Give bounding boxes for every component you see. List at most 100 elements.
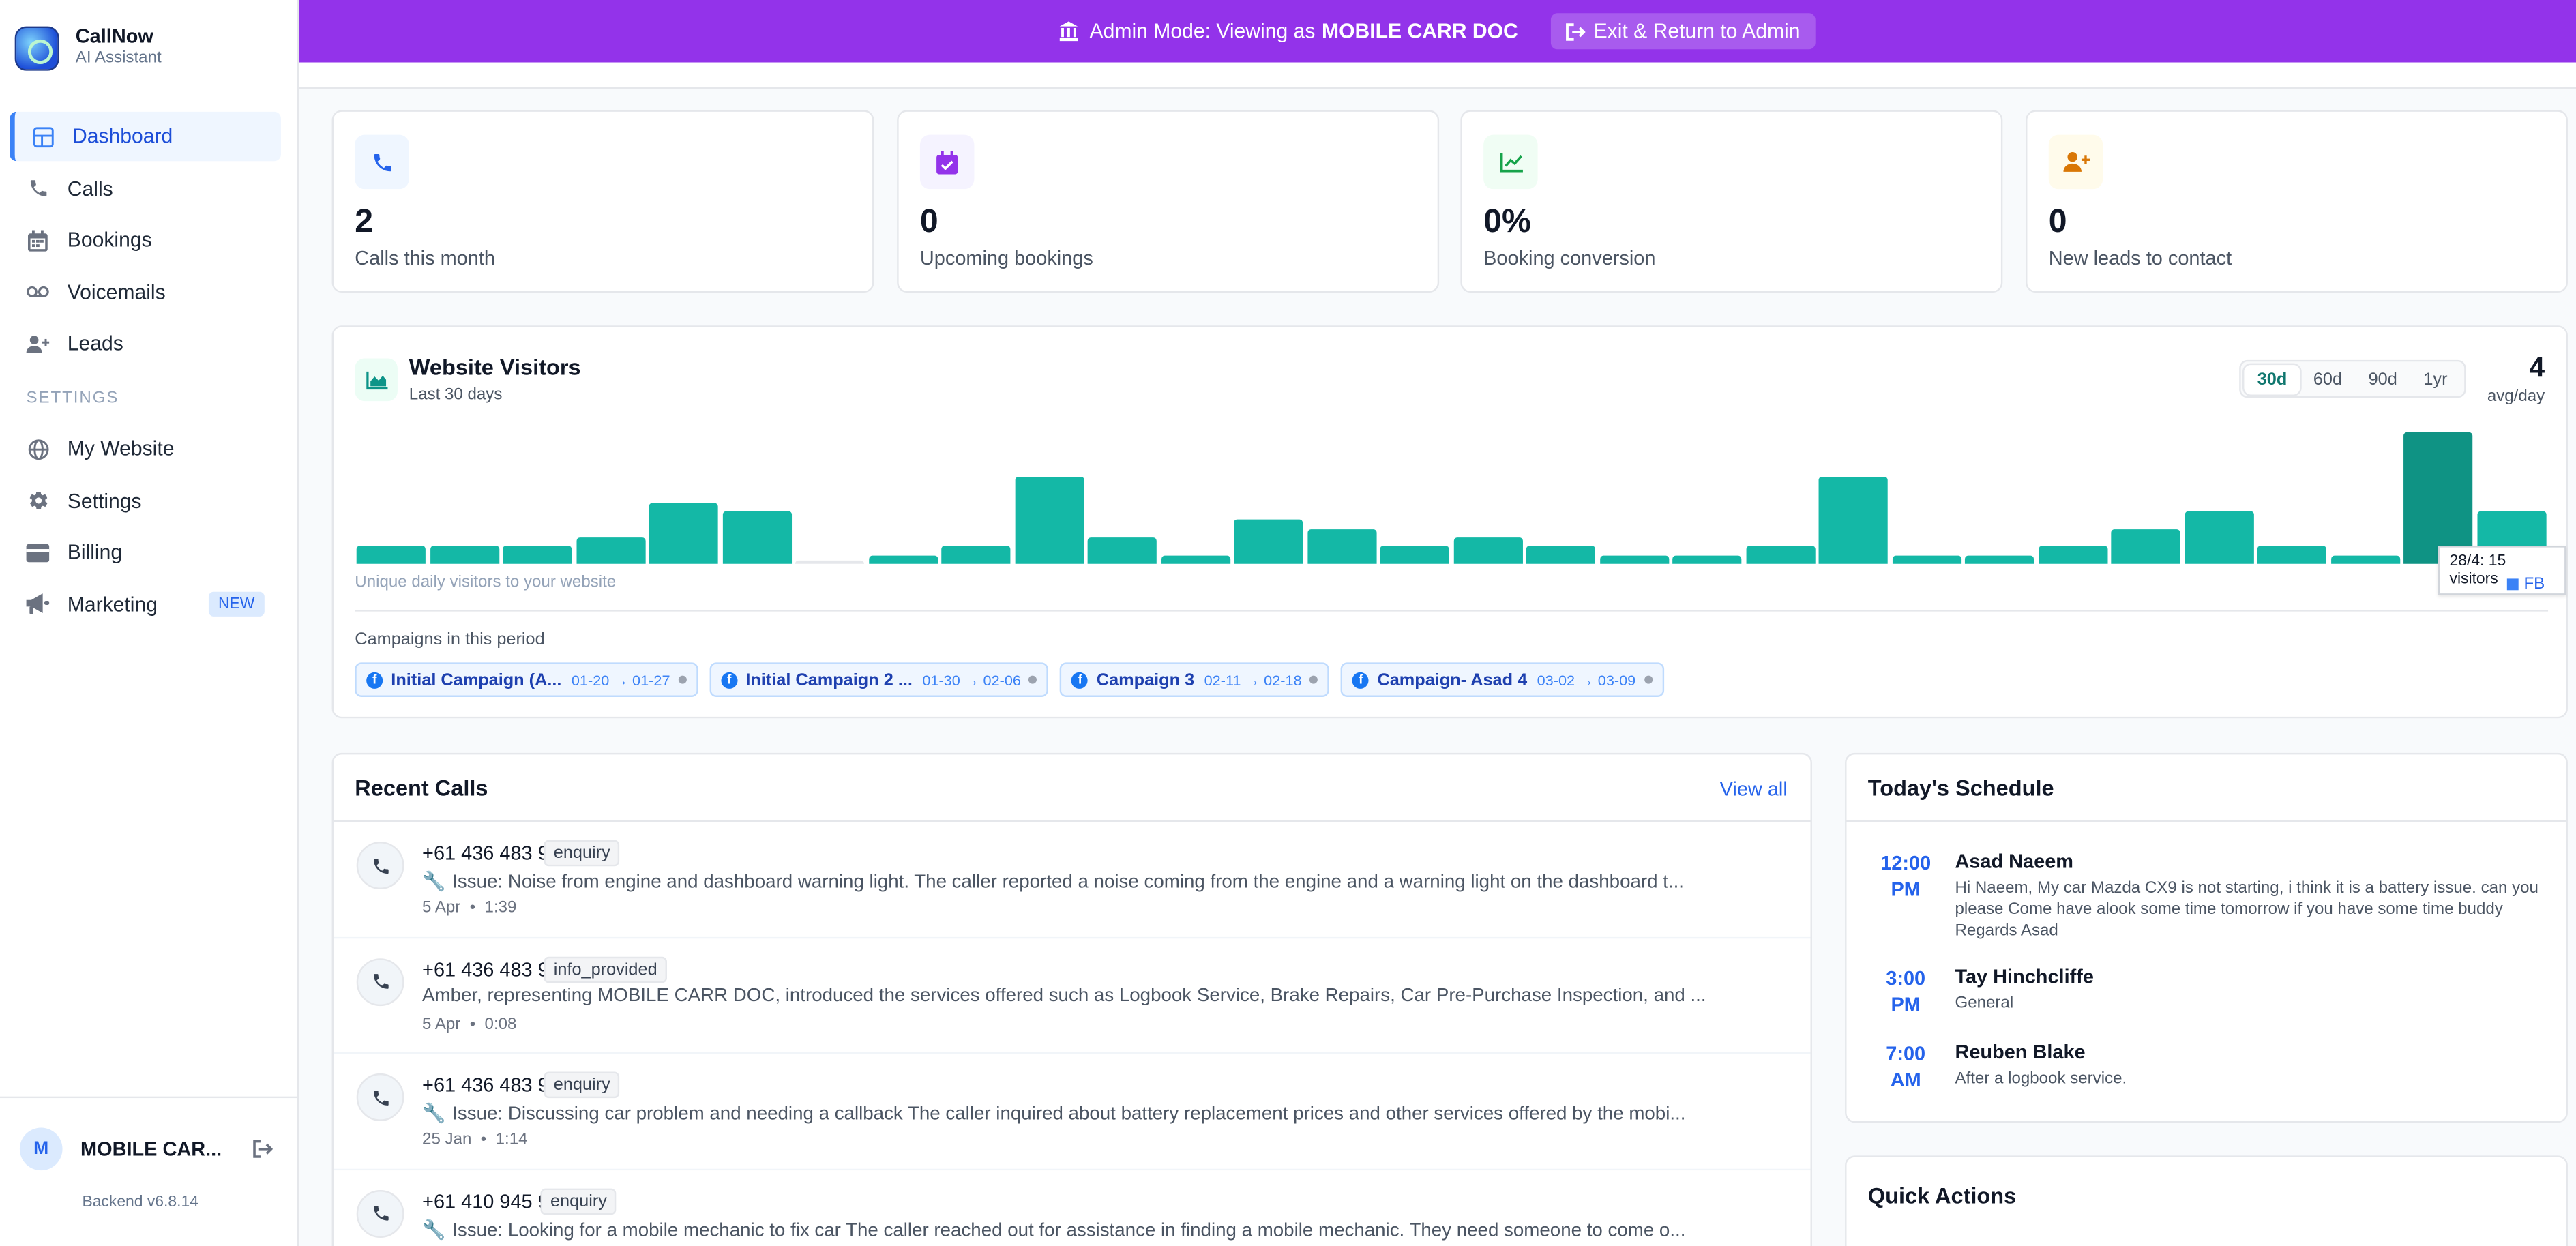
sidebar-item-billing[interactable]: Billing <box>10 528 280 577</box>
building-icon <box>1060 21 1078 42</box>
campaign-dates: 01-20 → 01-27 <box>571 671 670 688</box>
campaign-name: Initial Campaign 2 ... <box>745 670 913 690</box>
stat-card-bookings[interactable]: 0 Upcoming bookings <box>897 110 1440 293</box>
brand-subtitle: AI Assistant <box>75 49 162 68</box>
chart-caption: Unique daily visitors to your website <box>355 574 617 592</box>
schedule-title: Today's Schedule <box>1867 775 2054 801</box>
brand-name: CallNow <box>75 25 153 48</box>
range-tab-90d[interactable]: 90d <box>2368 369 2397 389</box>
megaphone-icon <box>26 593 50 616</box>
sidebar-item-marketing[interactable]: Marketing NEW <box>10 580 280 629</box>
range-tab-30d[interactable]: 30d <box>2244 364 2300 394</box>
chart-bar[interactable] <box>2403 432 2473 564</box>
chart-bar[interactable] <box>1161 554 1230 564</box>
chart-bar[interactable] <box>1745 546 1816 564</box>
chart-bar[interactable] <box>2257 546 2327 564</box>
sidebar-item-bookings[interactable]: Bookings <box>10 216 280 265</box>
facebook-icon: f <box>1071 671 1089 688</box>
sidebar-item-dashboard[interactable]: Dashboard <box>10 111 281 162</box>
campaigns-title: Campaigns in this period <box>355 629 545 650</box>
schedule-note: After a logbook service. <box>1955 1070 2127 1088</box>
chart-bar[interactable] <box>795 560 865 564</box>
chart-bar[interactable] <box>1234 520 1303 564</box>
user-name: MOBILE CAR... <box>80 1137 222 1161</box>
call-summary: 🔧 Issue: Discussing car problem and needi… <box>422 1104 1686 1125</box>
range-selector: 30d 60d 90d 1yr <box>2239 359 2466 398</box>
chart-bar[interactable] <box>1965 554 2034 564</box>
range-tab-60d[interactable]: 60d <box>2313 369 2343 389</box>
call-tag: info_provided <box>544 955 668 983</box>
sidebar-item-voicemails[interactable]: Voicemails <box>10 267 280 316</box>
campaign-name: Campaign- Asad 4 <box>1377 670 1528 690</box>
chart-bar[interactable] <box>1526 546 1596 564</box>
chart-legend: FB <box>2507 575 2545 594</box>
chart-bar[interactable] <box>2111 529 2181 564</box>
campaign-chip[interactable]: f Campaign 3 02-11 → 02-18 <box>1060 662 1330 697</box>
sidebar-item-label: Settings <box>67 489 142 512</box>
chart-bar[interactable] <box>868 554 938 564</box>
facebook-icon: f <box>366 671 383 688</box>
stat-card-calls[interactable]: 2 Calls this month <box>331 110 874 293</box>
phone-icon <box>356 957 404 1005</box>
campaign-dates: 02-11 → 02-18 <box>1204 671 1302 688</box>
chart-bar[interactable] <box>2038 546 2107 564</box>
chart-bar[interactable] <box>649 502 719 564</box>
chart-bar[interactable] <box>722 511 792 564</box>
gear-icon <box>27 489 50 512</box>
sidebar-item-calls[interactable]: Calls <box>10 164 280 213</box>
sidebar-item-leads[interactable]: Leads <box>10 319 280 368</box>
calendar-check-icon <box>919 134 975 190</box>
call-tag: enquiry <box>540 1187 617 1214</box>
chart-bar[interactable] <box>2184 511 2254 564</box>
chart-bar[interactable] <box>1818 476 1889 564</box>
call-row[interactable]: +61 436 483 995 enquiry 🔧 Issue: Discussing… <box>333 1054 1811 1170</box>
legend-label: FB <box>2523 575 2545 594</box>
quick-actions-panel: Quick Actions <box>1845 1155 2568 1246</box>
stat-label: New leads to contact <box>2048 246 2232 270</box>
campaign-chip[interactable]: f Initial Campaign 2 ... 01-30 → 02-06 <box>709 662 1049 697</box>
stat-card-leads[interactable]: 0 New leads to contact <box>2026 110 2568 293</box>
exit-admin-button[interactable]: Exit & Return to Admin <box>1550 13 1816 50</box>
facebook-icon: f <box>1352 671 1370 688</box>
stat-card-conversion[interactable]: 0% Booking conversion <box>1460 110 2003 293</box>
chart-bar[interactable] <box>1599 554 1669 564</box>
call-row[interactable]: +61 436 483 995 info_provided Amber, repre… <box>333 938 1811 1054</box>
brand[interactable]: CallNow AI Assistant <box>14 25 162 70</box>
chart-bar[interactable] <box>503 546 572 564</box>
chart-bar[interactable] <box>1088 537 1157 564</box>
admin-mode-text: Admin Mode: Viewing as <box>1089 19 1316 43</box>
chart-bar[interactable] <box>1672 554 1743 564</box>
schedule-name: Tay Hinchcliffe <box>1955 964 2094 988</box>
chart-bar[interactable] <box>576 537 646 564</box>
campaign-chip[interactable]: f Campaign- Asad 4 03-02 → 03-09 <box>1341 662 1664 697</box>
wrench-icon: 🔧 <box>422 872 446 893</box>
chart-bar[interactable] <box>941 546 1011 564</box>
chart-bar[interactable] <box>1014 476 1084 564</box>
chart-bar[interactable] <box>2330 554 2400 564</box>
chart-bar[interactable] <box>1380 546 1450 564</box>
calendar-icon <box>27 228 50 252</box>
chart-bar[interactable] <box>430 546 499 564</box>
chart-bar[interactable] <box>357 546 426 564</box>
chart-bar[interactable] <box>1453 537 1523 564</box>
view-all-link[interactable]: View all <box>1719 777 1788 801</box>
call-row[interactable]: +61 410 945 976 enquiry 🔧 Issue: Looking fo… <box>334 1170 1811 1246</box>
settings-section-label: SETTINGS <box>26 389 119 408</box>
sidebar-item-settings[interactable]: Settings <box>10 476 280 525</box>
todays-schedule-panel: Today's Schedule 12:00 PM Asad Naeem Hi N… <box>1845 752 2568 1123</box>
call-row[interactable]: +61 436 483 995 enquiry 🔧 Issue: Noise from… <box>333 822 1811 938</box>
stat-value: 2 <box>355 203 374 240</box>
quick-actions-title: Quick Actions <box>1867 1183 2017 1208</box>
phone-icon <box>356 1073 404 1121</box>
chart-tooltip: 28/4: 15 visitors <box>2438 546 2566 595</box>
avatar[interactable]: M <box>19 1127 63 1171</box>
range-tab-1yr[interactable]: 1yr <box>2423 369 2448 389</box>
sidebar-item-my-website[interactable]: My Website <box>10 424 280 473</box>
chart-bar[interactable] <box>1892 554 1961 564</box>
stat-label: Booking conversion <box>1483 246 1656 270</box>
call-summary: 🔧 Issue: Looking for a mobile mechanic to… <box>422 1220 1686 1241</box>
campaign-chip[interactable]: f Initial Campaign (A... 01-20 → 01-27 <box>355 662 698 697</box>
campaign-dates: 03-02 → 03-09 <box>1537 671 1636 688</box>
chart-bar[interactable] <box>1307 529 1377 564</box>
logout-icon[interactable] <box>252 1139 273 1159</box>
